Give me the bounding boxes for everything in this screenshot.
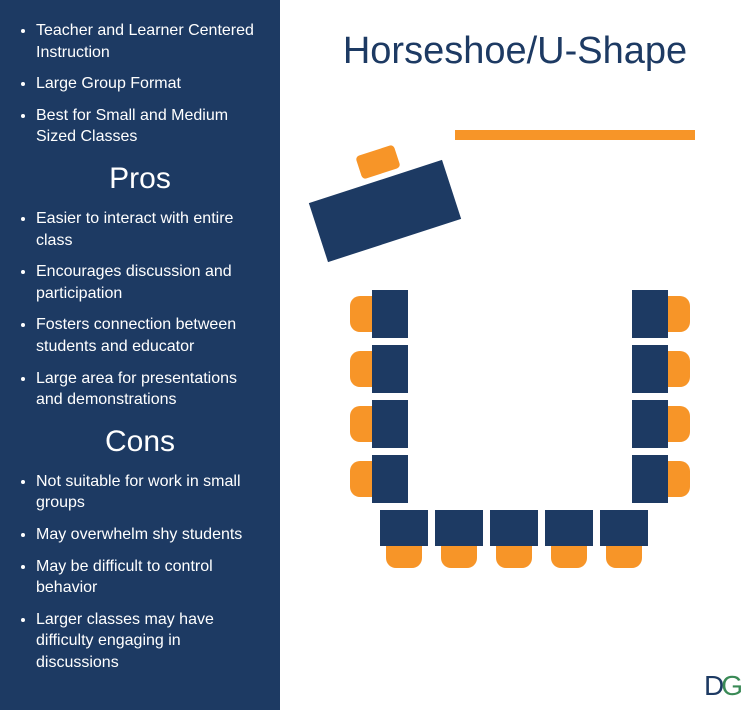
chair-icon <box>441 546 477 568</box>
desk-icon <box>372 345 408 393</box>
features-list: Teacher and Learner Centered Instruction… <box>18 20 262 148</box>
page-title: Horseshoe/U-Shape <box>280 30 750 73</box>
seating-diagram <box>350 290 690 590</box>
desk-icon <box>632 400 668 448</box>
desk-icon <box>372 455 408 503</box>
pro-item: Fosters connection between students and … <box>36 314 262 357</box>
desk-icon <box>490 510 538 546</box>
con-item: May overwhelm shy students <box>36 524 262 546</box>
chair-icon <box>350 351 372 387</box>
teacher-desk-icon <box>309 160 461 262</box>
chair-icon <box>350 296 372 332</box>
pros-list: Easier to interact with entire class Enc… <box>18 208 262 411</box>
chair-icon <box>350 461 372 497</box>
chair-icon <box>496 546 532 568</box>
desk-icon <box>372 290 408 338</box>
logo-d: D <box>704 670 721 701</box>
pro-item: Encourages discussion and participation <box>36 261 262 304</box>
chair-icon <box>668 461 690 497</box>
desk-icon <box>545 510 593 546</box>
main-panel: Horseshoe/U-Shape DG <box>280 0 750 710</box>
feature-item: Large Group Format <box>36 73 262 95</box>
pro-item: Easier to interact with entire class <box>36 208 262 251</box>
cons-heading: Cons <box>18 425 262 459</box>
con-item: Not suitable for work in small groups <box>36 471 262 514</box>
chair-icon <box>668 296 690 332</box>
logo: DG <box>704 670 740 702</box>
desk-icon <box>600 510 648 546</box>
desk-icon <box>632 290 668 338</box>
chair-icon <box>606 546 642 568</box>
desk-icon <box>632 345 668 393</box>
pros-heading: Pros <box>18 162 262 196</box>
desk-icon <box>372 400 408 448</box>
sidebar: Teacher and Learner Centered Instruction… <box>0 0 280 710</box>
con-item: May be difficult to control behavior <box>36 556 262 599</box>
chair-icon <box>668 406 690 442</box>
pro-item: Large area for presentations and demonst… <box>36 368 262 411</box>
logo-g: G <box>721 670 740 701</box>
whiteboard-icon <box>455 130 695 140</box>
feature-item: Teacher and Learner Centered Instruction <box>36 20 262 63</box>
desk-icon <box>435 510 483 546</box>
chair-icon <box>551 546 587 568</box>
chair-icon <box>350 406 372 442</box>
chair-icon <box>668 351 690 387</box>
desk-icon <box>380 510 428 546</box>
cons-list: Not suitable for work in small groups Ma… <box>18 471 262 674</box>
feature-item: Best for Small and Medium Sized Classes <box>36 105 262 148</box>
con-item: Larger classes may have difficulty engag… <box>36 609 262 674</box>
desk-icon <box>632 455 668 503</box>
chair-icon <box>386 546 422 568</box>
